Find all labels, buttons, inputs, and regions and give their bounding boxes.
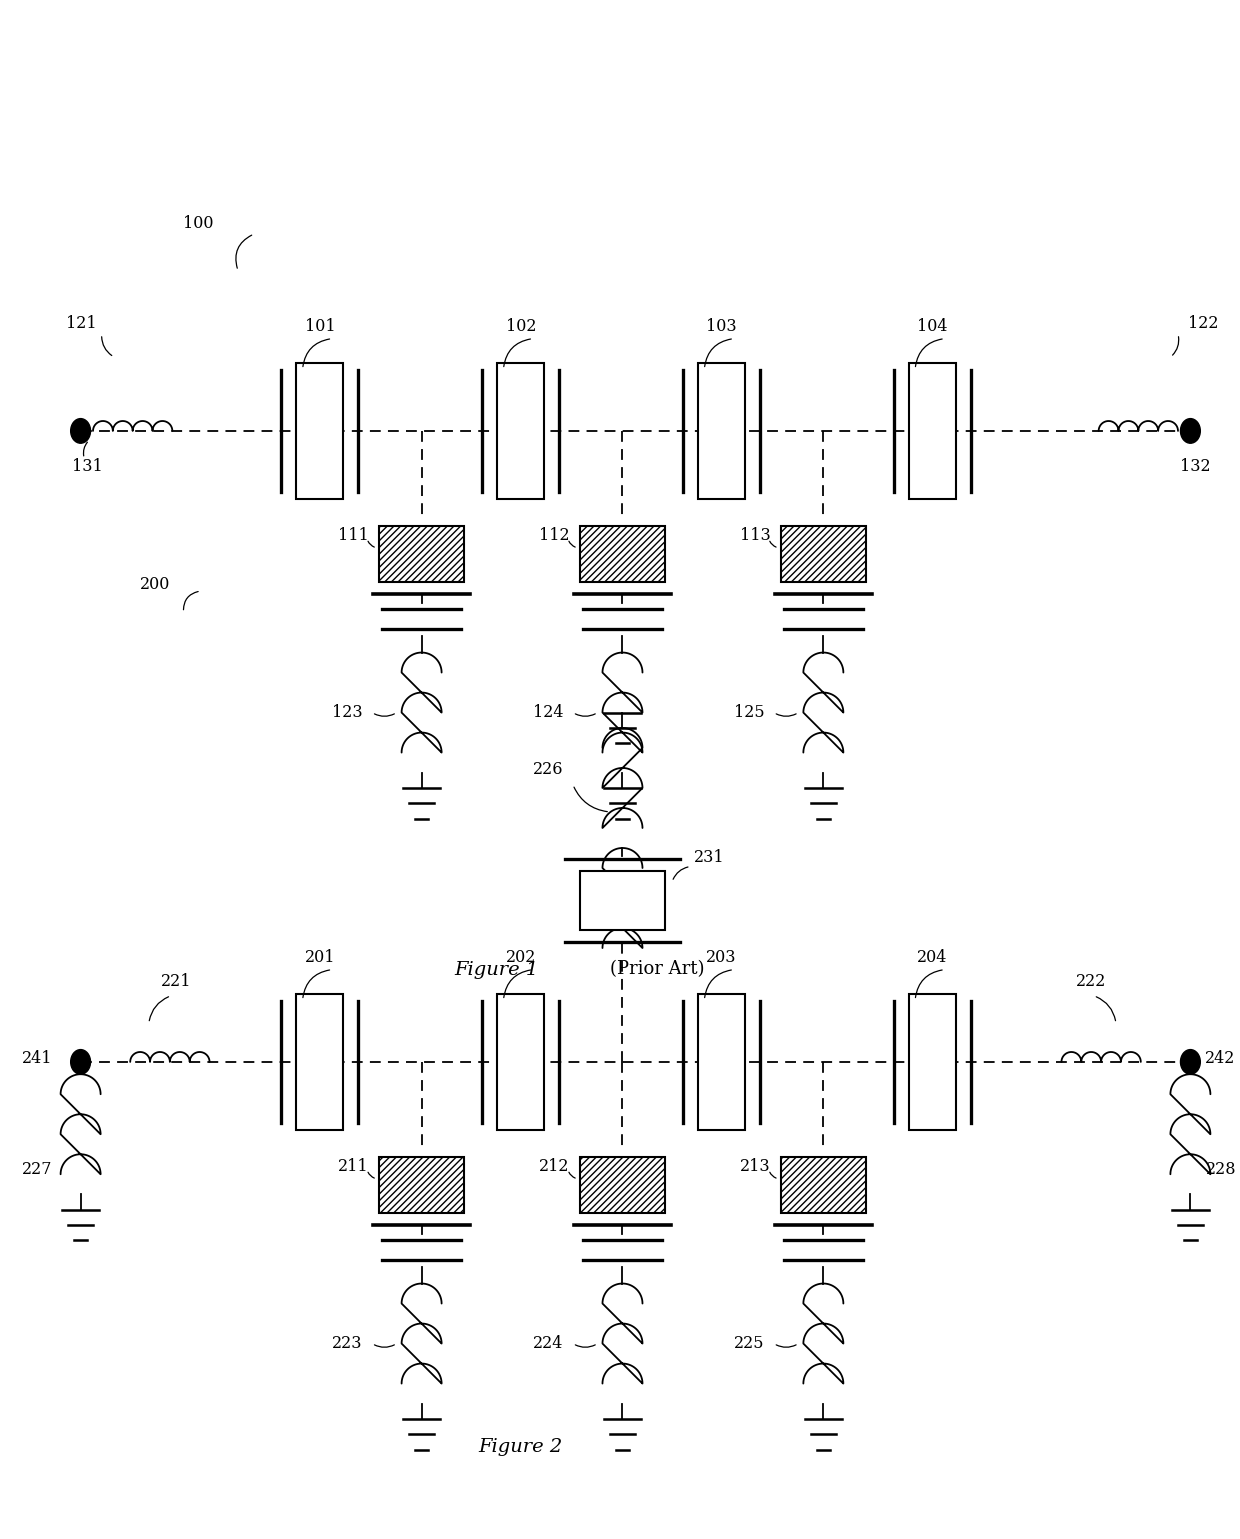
Text: 113: 113 [740, 526, 770, 545]
Text: 226: 226 [533, 760, 563, 779]
Text: 225: 225 [734, 1334, 764, 1353]
Text: 101: 101 [305, 317, 335, 336]
Text: 201: 201 [305, 948, 335, 966]
Text: 203: 203 [707, 948, 737, 966]
Bar [497, 994, 544, 1130]
Bar [296, 994, 343, 1130]
Text: Figure 1: Figure 1 [454, 960, 538, 979]
Circle shape [71, 419, 91, 443]
Text: Figure 2: Figure 2 [479, 1437, 563, 1456]
Text: 132: 132 [1180, 457, 1211, 476]
Text: 213: 213 [740, 1157, 770, 1176]
Text: 211: 211 [339, 1157, 368, 1176]
Bar [580, 871, 665, 930]
Text: 123: 123 [332, 703, 362, 722]
Text: 103: 103 [707, 317, 737, 336]
Bar [497, 363, 544, 499]
Text: (Prior Art): (Prior Art) [610, 960, 704, 979]
Text: 102: 102 [506, 317, 536, 336]
Bar [781, 1157, 866, 1213]
Circle shape [1180, 1050, 1200, 1074]
Bar [296, 363, 343, 499]
Text: 202: 202 [506, 948, 536, 966]
Bar [781, 526, 866, 582]
Text: 200: 200 [140, 576, 170, 594]
Text: 112: 112 [539, 526, 569, 545]
Bar [580, 1157, 665, 1213]
Text: 104: 104 [918, 317, 947, 336]
Bar [698, 363, 745, 499]
Text: 231: 231 [694, 848, 724, 866]
Text: 223: 223 [332, 1334, 362, 1353]
Text: 224: 224 [533, 1334, 563, 1353]
Text: 125: 125 [734, 703, 764, 722]
Text: 124: 124 [533, 703, 563, 722]
Text: 227: 227 [22, 1160, 52, 1179]
Bar [379, 1157, 464, 1213]
Bar [909, 994, 956, 1130]
Text: 241: 241 [21, 1050, 52, 1068]
Text: 100: 100 [184, 214, 213, 232]
Text: 222: 222 [1076, 973, 1106, 991]
Text: 204: 204 [918, 948, 947, 966]
Circle shape [71, 1050, 91, 1074]
Text: 228: 228 [1207, 1160, 1236, 1179]
Bar [909, 363, 956, 499]
Bar [698, 994, 745, 1130]
Text: 122: 122 [1188, 314, 1219, 332]
Text: 221: 221 [161, 973, 191, 991]
Text: 121: 121 [66, 314, 97, 332]
Text: 111: 111 [339, 526, 368, 545]
Text: 212: 212 [539, 1157, 569, 1176]
Text: 131: 131 [72, 457, 103, 476]
Circle shape [1180, 419, 1200, 443]
Bar [379, 526, 464, 582]
Text: 242: 242 [1205, 1050, 1235, 1068]
Bar [580, 526, 665, 582]
